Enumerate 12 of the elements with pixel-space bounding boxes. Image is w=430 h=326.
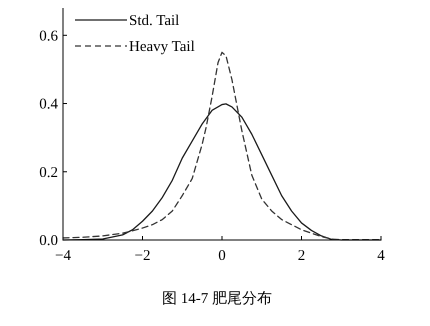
caption: 图 14-7 肥尾分布 bbox=[162, 290, 272, 307]
y-tick-label: 0.6 bbox=[39, 28, 58, 44]
y-tick-label: 0.4 bbox=[39, 96, 58, 113]
x-tick-label: 4 bbox=[377, 248, 386, 264]
x-tick-label: 2 bbox=[298, 248, 306, 264]
x-tick-label: −2 bbox=[134, 248, 150, 264]
y-tick-label: 0.2 bbox=[39, 164, 58, 181]
x-tick-label: −4 bbox=[55, 248, 72, 264]
x-tick-label: 0 bbox=[218, 248, 226, 264]
y-tick-label: 0.0 bbox=[39, 233, 58, 249]
legend-label: Std. Tail bbox=[129, 13, 180, 29]
legend-label: Heavy Tail bbox=[129, 39, 195, 55]
